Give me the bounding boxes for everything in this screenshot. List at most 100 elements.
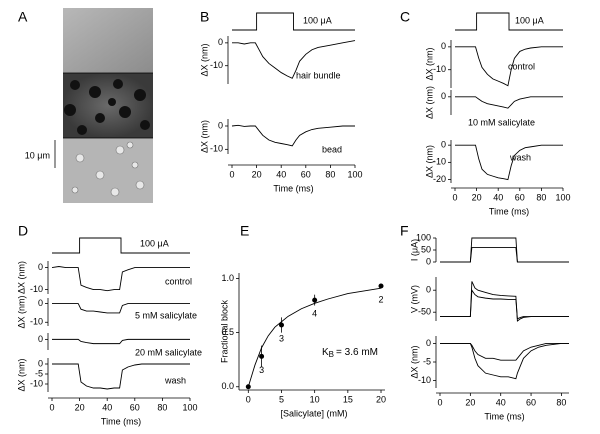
stimulus-label: 100 μA (140, 238, 169, 248)
y-tick-label: 50 (421, 244, 431, 254)
trace (440, 247, 569, 263)
y-axis-label: ΔX (nm) (424, 47, 434, 80)
fit-curve (247, 287, 382, 387)
n-label: 3 (279, 333, 284, 343)
trace (455, 144, 563, 181)
x-tick-label: 10 (310, 394, 320, 404)
panel-label: D (18, 223, 28, 239)
x-tick-label: 80 (325, 169, 335, 179)
x-axis-label: Time (ms) (273, 183, 313, 193)
y-tick-label: 0 (441, 91, 446, 101)
y-tick-label: -5 (35, 368, 43, 378)
trace (231, 124, 355, 147)
x-tick-label: 80 (536, 192, 546, 202)
n-label: 2 (379, 294, 384, 304)
y-tick-label: 0 (218, 37, 223, 47)
stimulus (232, 12, 355, 31)
data-point (312, 297, 318, 303)
x-tick-label: 60 (130, 402, 140, 412)
data-point (278, 322, 284, 328)
panel-a: A 10 μm (18, 9, 56, 168)
y-axis-label: ΔX (nm) (424, 145, 434, 178)
x-tick-label: 80 (556, 397, 566, 407)
panel-label: F (400, 223, 409, 239)
trace (455, 46, 563, 87)
x-axis-label: Time (ms) (484, 411, 524, 421)
y-tick-label: -10 (30, 378, 43, 388)
trace-label: control (508, 61, 535, 71)
y-tick-label: -20 (433, 174, 446, 184)
x-tick-label: 40 (493, 192, 503, 202)
x-tick-label: 20 (252, 169, 262, 179)
y-axis-label: Fractional block (219, 299, 229, 363)
trace (440, 342, 569, 380)
y-tick-label: -10 (210, 144, 223, 154)
panel-label: C (400, 9, 410, 25)
trace (232, 40, 356, 79)
y-tick-label: 0 (441, 41, 446, 51)
y-tick-label: -10 (433, 64, 446, 74)
y-tick-label: 0 (426, 256, 431, 266)
trace-panel: 0 ΔX (nm) 10 mM salicylate (424, 86, 563, 127)
y-axis-label: V (mV) (409, 285, 419, 313)
y-tick-label: 0 (38, 334, 43, 344)
x-tick-label: 0 (246, 394, 251, 404)
data-point (378, 283, 384, 289)
stimulus-label: 100 μA (303, 15, 332, 25)
trace (52, 338, 190, 345)
trace (440, 237, 569, 263)
x-tick-label: 40 (276, 169, 286, 179)
x-tick-label: 0 (452, 192, 457, 202)
x-tick-label: 0 (437, 397, 442, 407)
y-tick-label: 0 (38, 298, 43, 308)
trace (440, 288, 569, 320)
x-tick-label: 60 (301, 169, 311, 179)
x-tick-label: 60 (526, 397, 536, 407)
y-axis-label: ΔX (nm) (16, 358, 26, 391)
trace-label: 20 mM salicylate (135, 347, 202, 357)
y-tick-label: 0 (38, 262, 43, 272)
trace-panel: 0 -10 0 20 40 60 80 100 Time (ms) ΔX (nm) bead (199, 119, 363, 193)
y-tick-label: -10 (418, 375, 431, 385)
x-tick-label: 20 (472, 192, 482, 202)
trace-label: bead (322, 144, 342, 154)
stimulus (52, 237, 190, 254)
y-tick-label: 100 (416, 232, 431, 242)
trace-panel: 0 20 mM salicylate (38, 333, 202, 357)
y-tick-label: -10 (210, 60, 223, 70)
trace (52, 363, 190, 390)
y-axis-label: ΔX (nm) (199, 43, 209, 76)
trace (455, 96, 563, 109)
trace-panel: 0 -10 ΔX (nm) 5 mM salicylate (16, 295, 197, 328)
x-tick-label: 20 (75, 402, 85, 412)
x-tick-label: 100 (555, 192, 570, 202)
n-label: 4 (312, 308, 317, 318)
data-point (259, 353, 265, 359)
trace-label: control (165, 276, 192, 286)
x-tick-label: 40 (496, 397, 506, 407)
trace-label: hair bundle (296, 70, 341, 80)
n-label: 3 (259, 365, 264, 375)
trace-label: wash (509, 152, 531, 162)
panel-label: B (200, 9, 209, 25)
y-tick-label: -10 (30, 317, 43, 327)
x-tick-label: 5 (279, 394, 284, 404)
y-tick-label: -10 (433, 157, 446, 167)
trace-label: 5 mM salicylate (135, 310, 197, 320)
y-tick-label: 0.5 (221, 327, 234, 337)
y-axis-label: ΔX (nm) (424, 86, 434, 119)
data-point (245, 384, 251, 390)
x-tick-label: 80 (157, 402, 167, 412)
y-tick-label: 0 (426, 338, 431, 348)
x-tick-label: 15 (343, 394, 353, 404)
y-tick-label: 0 (441, 140, 446, 150)
trace-label: wash (164, 375, 186, 385)
trace-panel: 0 -5 -10 0 20 40 60 80 Time (ms) ΔX (nm) (409, 336, 569, 421)
dose-response: 0.0 0.5 1.0 0 5 10 15 20 [Salicylate] (mM) Fracti… (219, 223, 386, 419)
y-axis-label: ΔX (nm) (16, 295, 26, 328)
x-tick-label: 60 (515, 192, 525, 202)
x-tick-label: 100 (182, 402, 197, 412)
